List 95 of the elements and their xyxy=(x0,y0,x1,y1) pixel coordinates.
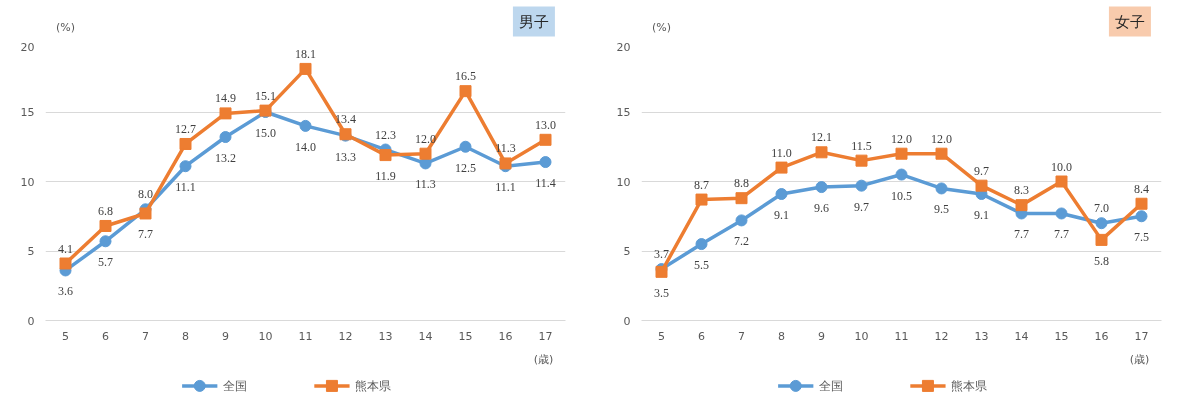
legend-label: 熊本県 xyxy=(354,378,391,393)
data-label: 7.0 xyxy=(1094,201,1109,216)
data-label: 9.5 xyxy=(934,202,949,217)
x-tick-label: 16 xyxy=(498,329,513,343)
data-label: 6.8 xyxy=(98,203,113,218)
x-tick-label: 5 xyxy=(658,329,665,343)
data-label: 16.5 xyxy=(455,69,476,84)
data-label: 12.1 xyxy=(811,130,832,145)
data-label: 11.1 xyxy=(175,180,196,195)
data-label: 8.0 xyxy=(138,187,153,202)
x-tick-label: 11 xyxy=(298,329,313,343)
data-label: 3.5 xyxy=(654,285,669,300)
data-label: 5.5 xyxy=(694,258,709,273)
x-tick-label: 5 xyxy=(62,329,69,343)
data-label: 15.1 xyxy=(255,88,276,103)
data-label: 12.3 xyxy=(375,127,396,142)
data-label: 7.7 xyxy=(1054,227,1069,242)
x-tick-label: 9 xyxy=(818,329,825,343)
x-tick-label: 6 xyxy=(102,329,109,343)
x-tick-label: 17 xyxy=(538,329,553,343)
x-tick-label: 10 xyxy=(854,329,869,343)
data-label: 7.7 xyxy=(1014,227,1029,242)
data-label: 13.3 xyxy=(335,149,356,164)
y-tick-label: 15 xyxy=(616,106,631,119)
x-tick-label: 7 xyxy=(738,329,745,343)
x-tick-label: 12 xyxy=(934,329,949,343)
data-label: 12.5 xyxy=(455,160,476,175)
y-axis-title: (%) xyxy=(56,21,76,35)
y-axis-title: (%) xyxy=(652,21,672,35)
data-label: 12.0 xyxy=(891,131,912,146)
data-label: 5.7 xyxy=(98,255,113,270)
data-label: 11.3 xyxy=(415,177,436,192)
x-axis-title: (歳) xyxy=(533,353,554,367)
x-tick-label: 11 xyxy=(894,329,909,343)
data-label: 5.8 xyxy=(1094,253,1109,268)
data-label: 11.1 xyxy=(495,180,516,195)
x-tick-label: 17 xyxy=(1134,329,1149,343)
data-label: 8.3 xyxy=(1014,183,1029,198)
data-label: 8.4 xyxy=(1134,181,1149,196)
legend-label: 熊本県 xyxy=(950,378,987,393)
x-tick-label: 9 xyxy=(222,329,229,343)
data-label: 9.7 xyxy=(854,199,869,214)
data-label: 7.5 xyxy=(1134,230,1149,245)
data-label: 3.6 xyxy=(58,284,73,299)
data-label: 8.8 xyxy=(734,176,749,191)
data-label: 9.1 xyxy=(974,208,989,223)
data-label: 11.5 xyxy=(851,138,872,153)
data-label: 11.9 xyxy=(375,169,396,184)
data-label: 13.0 xyxy=(535,117,556,132)
data-label: 14.9 xyxy=(215,91,236,106)
x-tick-label: 14 xyxy=(418,329,433,343)
data-label: 4.1 xyxy=(58,241,73,256)
x-axis-title: (歳) xyxy=(1129,353,1150,367)
data-label: 9.6 xyxy=(814,201,829,216)
data-label: 8.7 xyxy=(694,177,709,192)
data-label: 12.0 xyxy=(931,131,952,146)
x-tick-label: 12 xyxy=(338,329,353,343)
data-label: 18.1 xyxy=(295,46,316,61)
x-tick-label: 16 xyxy=(1094,329,1109,343)
x-tick-label: 15 xyxy=(1054,329,1069,343)
y-tick-label: 5 xyxy=(623,245,631,258)
y-tick-label: 0 xyxy=(623,314,631,328)
data-label: 11.4 xyxy=(535,176,556,191)
y-tick-label: 10 xyxy=(616,175,631,189)
x-tick-label: 7 xyxy=(142,329,149,343)
data-label: 7.2 xyxy=(734,234,749,249)
data-label: 3.7 xyxy=(654,247,669,262)
legend-label: 全国 xyxy=(222,378,247,393)
x-tick-label: 10 xyxy=(258,329,273,343)
data-label: 13.2 xyxy=(215,151,236,166)
y-tick-label: 10 xyxy=(20,175,35,189)
data-label: 14.0 xyxy=(295,139,316,154)
y-tick-label: 20 xyxy=(616,40,631,54)
y-tick-label: 15 xyxy=(20,106,35,119)
data-label: 12.7 xyxy=(175,121,196,136)
chart-title: 女子 xyxy=(1114,12,1145,31)
y-tick-label: 5 xyxy=(27,245,35,258)
data-label: 9.1 xyxy=(774,208,789,223)
y-tick-label: 20 xyxy=(20,40,35,54)
x-tick-label: 13 xyxy=(378,329,393,343)
x-tick-label: 8 xyxy=(778,329,785,343)
x-tick-label: 13 xyxy=(974,329,989,343)
x-tick-label: 6 xyxy=(698,329,705,343)
x-tick-label: 14 xyxy=(1014,329,1029,343)
data-label: 11.0 xyxy=(771,145,792,160)
data-label: 7.7 xyxy=(138,227,153,242)
x-tick-label: 8 xyxy=(182,329,189,343)
data-label: 10.5 xyxy=(891,188,912,203)
x-tick-label: 15 xyxy=(458,329,473,343)
chart-title: 男子 xyxy=(518,12,549,31)
data-label: 10.0 xyxy=(1051,159,1072,174)
y-tick-label: 0 xyxy=(27,314,35,328)
legend-label: 全国 xyxy=(818,378,843,393)
data-label: 9.7 xyxy=(974,163,989,178)
data-label: 15.0 xyxy=(255,126,276,140)
